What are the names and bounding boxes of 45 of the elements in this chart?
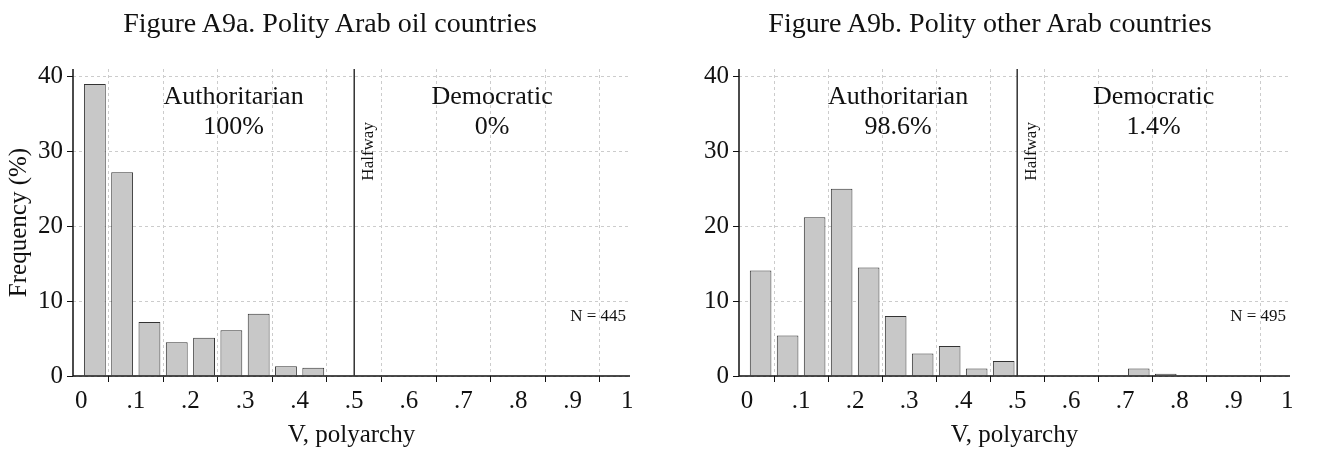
y-tick-label: 40 (38, 61, 63, 89)
x-tick-label: 1 (621, 385, 634, 413)
x-tick-label: .9 (1223, 385, 1243, 413)
x-tick-label: .2 (845, 385, 865, 413)
y-tick-label: 20 (38, 210, 63, 238)
chart-title: Figure A9a. Polity Arab oil countries (122, 6, 538, 40)
x-tick-label: .8 (508, 385, 528, 413)
x-tick-label: .3 (235, 385, 255, 413)
annotation: Authoritarian 98.6% (828, 80, 969, 140)
annotation: N = 495 (1230, 305, 1286, 325)
x-tick-label: .5 (1007, 385, 1027, 413)
annotation: Democratic 0% (431, 80, 553, 140)
x-tick-label: .1 (126, 385, 146, 413)
y-tick-label: 10 (704, 285, 729, 313)
ref-line-label: Halfway (1020, 121, 1040, 181)
y-tick-label: 0 (50, 360, 63, 388)
annotation: Authoritarian 100% (163, 80, 304, 140)
x-axis-title: V, polyarchy (950, 419, 1079, 447)
x-tick-label: .7 (454, 385, 473, 413)
x-tick-label: .6 (399, 385, 419, 413)
x-tick-label: .1 (791, 385, 811, 413)
x-tick-label: 1 (1281, 385, 1294, 413)
x-axis-title: V, polyarchy (287, 419, 416, 447)
ref-line-label: Halfway (357, 121, 377, 181)
x-tick-label: .8 (1169, 385, 1189, 413)
y-tick-label: 30 (704, 135, 729, 163)
x-tick-label: .7 (1115, 385, 1135, 413)
y-tick-label: 40 (704, 61, 729, 89)
x-tick-label: .4 (953, 385, 974, 413)
x-tick-label: .6 (1061, 385, 1081, 413)
x-tick-label: .5 (344, 385, 364, 413)
x-tick-label: .3 (899, 385, 919, 413)
x-tick-label: .9 (563, 385, 583, 413)
y-tick-label: 10 (38, 285, 63, 313)
y-tick-label: 30 (38, 135, 63, 163)
y-tick-label: 0 (716, 360, 729, 388)
y-tick-label: 20 (704, 210, 729, 238)
x-tick-label: 0 (74, 385, 88, 413)
x-tick-label: .2 (181, 385, 200, 413)
chart-title: Figure A9b. Polity other Arab countries (767, 6, 1213, 40)
y-axis-title: Frequency (%) (3, 147, 32, 298)
annotation: N = 445 (570, 305, 626, 325)
x-tick-label: .4 (290, 385, 310, 413)
annotation: Democratic 1.4% (1092, 80, 1215, 140)
x-tick-label: 0 (740, 385, 754, 413)
